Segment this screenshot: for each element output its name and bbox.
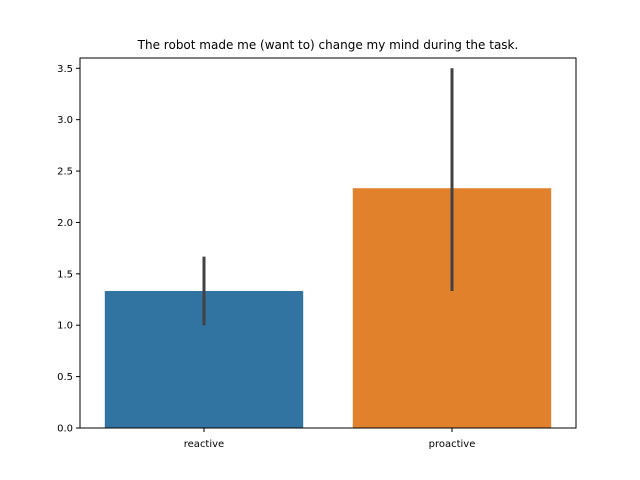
x-tick-label-reactive: reactive <box>184 439 224 450</box>
y-tick-label: 2.0 <box>57 218 73 229</box>
plot-area <box>104 68 552 428</box>
y-tick-label: 0.5 <box>57 372 73 383</box>
y-tick-label: 2.5 <box>57 167 73 178</box>
y-tick-label: 1.0 <box>57 321 73 332</box>
axes-frame <box>79 57 577 429</box>
y-tick-label: 0.0 <box>57 424 73 435</box>
chart-title: The robot made me (want to) change my mi… <box>137 38 519 52</box>
y-axis: 0.0 0.5 1.0 1.5 2.0 2.5 3.0 3.5 <box>57 64 80 435</box>
y-tick-label: 3.5 <box>57 64 73 75</box>
x-tick-label-proactive: proactive <box>429 439 476 450</box>
y-tick-label: 3.0 <box>57 115 73 126</box>
y-tick-label: 1.5 <box>57 269 73 280</box>
x-axis: reactive proactive <box>184 428 476 450</box>
